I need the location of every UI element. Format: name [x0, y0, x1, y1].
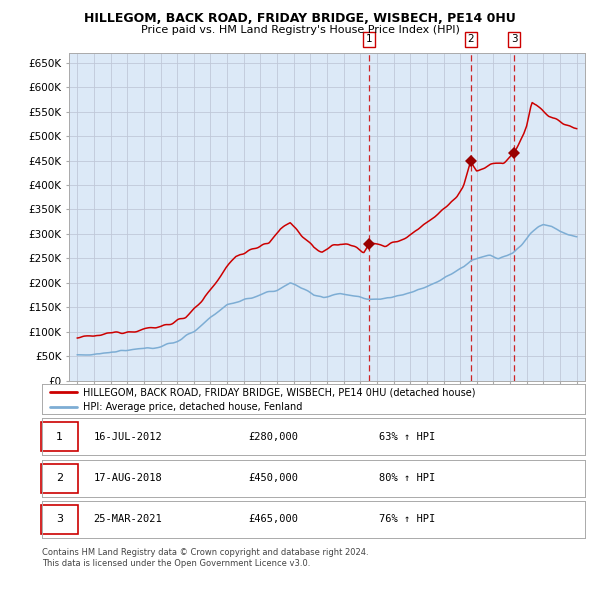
Text: This data is licensed under the Open Government Licence v3.0.: This data is licensed under the Open Gov…: [42, 559, 310, 568]
Text: 76% ↑ HPI: 76% ↑ HPI: [379, 514, 435, 525]
Text: 1: 1: [366, 34, 373, 44]
FancyBboxPatch shape: [41, 505, 78, 534]
Text: HILLEGOM, BACK ROAD, FRIDAY BRIDGE, WISBECH, PE14 0HU (detached house): HILLEGOM, BACK ROAD, FRIDAY BRIDGE, WISB…: [83, 387, 475, 397]
FancyBboxPatch shape: [41, 464, 78, 493]
Text: HILLEGOM, BACK ROAD, FRIDAY BRIDGE, WISBECH, PE14 0HU: HILLEGOM, BACK ROAD, FRIDAY BRIDGE, WISB…: [84, 12, 516, 25]
Text: 17-AUG-2018: 17-AUG-2018: [94, 473, 163, 483]
Text: £450,000: £450,000: [248, 473, 298, 483]
Text: Contains HM Land Registry data © Crown copyright and database right 2024.: Contains HM Land Registry data © Crown c…: [42, 548, 368, 556]
Text: Price paid vs. HM Land Registry's House Price Index (HPI): Price paid vs. HM Land Registry's House …: [140, 25, 460, 35]
Text: 80% ↑ HPI: 80% ↑ HPI: [379, 473, 435, 483]
Text: 3: 3: [56, 514, 63, 525]
Text: 1: 1: [56, 432, 63, 442]
Text: 3: 3: [511, 34, 517, 44]
Text: HPI: Average price, detached house, Fenland: HPI: Average price, detached house, Fenl…: [83, 402, 302, 412]
Text: £280,000: £280,000: [248, 432, 298, 442]
Text: £465,000: £465,000: [248, 514, 298, 525]
Text: 2: 2: [467, 34, 474, 44]
FancyBboxPatch shape: [41, 422, 78, 451]
Text: 2: 2: [56, 473, 63, 483]
Text: 16-JUL-2012: 16-JUL-2012: [94, 432, 163, 442]
Text: 25-MAR-2021: 25-MAR-2021: [94, 514, 163, 525]
Text: 63% ↑ HPI: 63% ↑ HPI: [379, 432, 435, 442]
